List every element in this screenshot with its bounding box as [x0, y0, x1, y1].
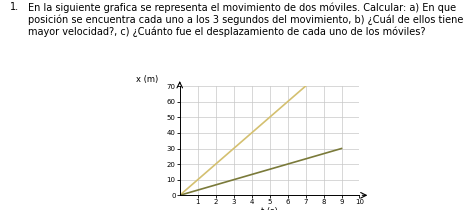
Text: 1.: 1. — [9, 2, 18, 12]
Text: En la siguiente grafica se representa el movimiento de dos móviles. Calcular: a): En la siguiente grafica se representa el… — [28, 2, 464, 37]
Y-axis label: x (m): x (m) — [136, 75, 158, 84]
X-axis label: t (s): t (s) — [261, 207, 278, 210]
